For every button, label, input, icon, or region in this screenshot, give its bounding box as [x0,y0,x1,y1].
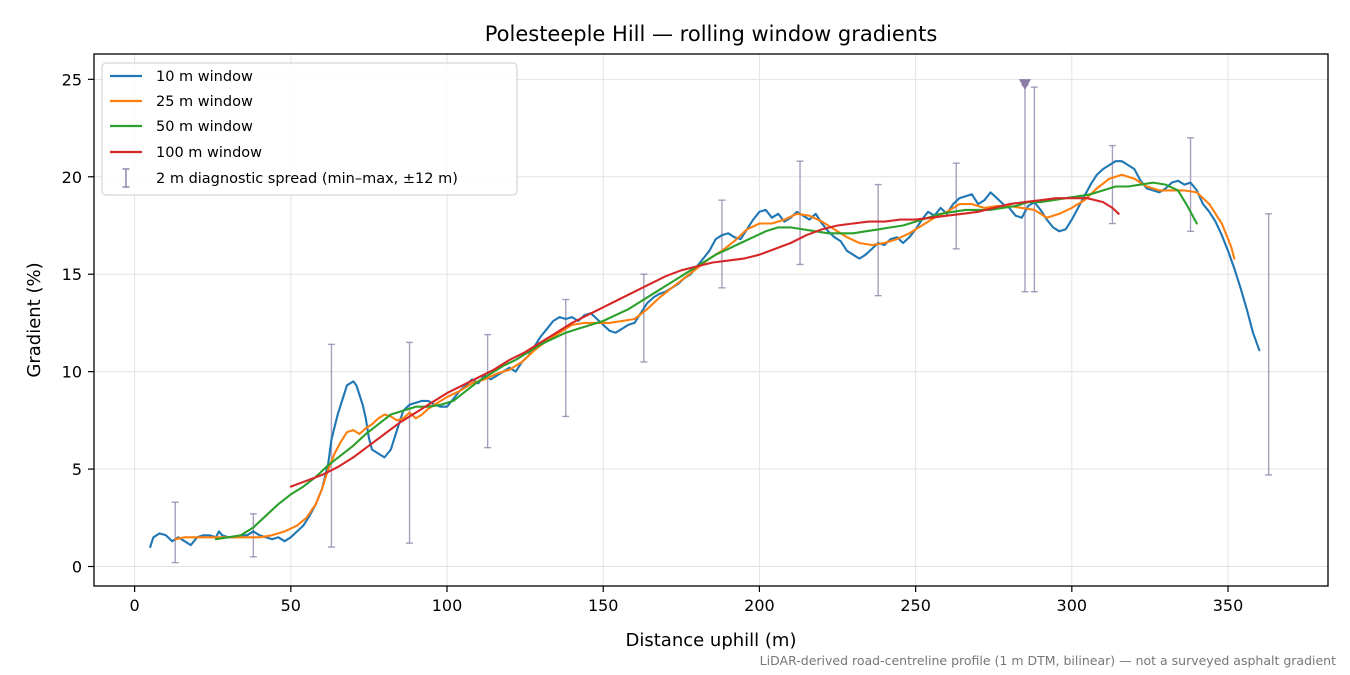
error-bar [1265,213,1273,476]
error-bars [171,79,1273,564]
x-tick-label: 200 [744,596,775,615]
error-bar [406,341,414,544]
y-tick-label: 15 [62,265,82,284]
legend-box [101,62,518,196]
x-tick-label: 100 [432,596,463,615]
x-tick-label: 150 [588,596,619,615]
y-tick-label: 25 [62,70,82,89]
clipped-marker [1018,79,1031,91]
plot-frame [93,53,1329,587]
x-tick-label: 300 [1057,596,1088,615]
series-line [174,173,1236,541]
series-line [214,181,1198,541]
y-axis-title: Gradient (%) [24,262,45,377]
series-line [289,197,1120,488]
x-tick-label: 0 [130,596,140,615]
error-bar [718,199,726,289]
error-bar [640,273,648,363]
error-bar [249,513,257,558]
axis-ticks: 0 50 100 150 200 250 300 350 0 5 10 15 20 25 [62,70,1244,615]
y-tick-label: 10 [62,363,82,382]
legend-label: 10 m window [156,69,253,85]
error-bar [1187,137,1195,233]
y-tick-label: 5 [72,460,82,479]
legend-label: 25 m window [156,94,253,110]
error-bar [1030,86,1038,293]
legend-label: 2 m diagnostic spread (min–max, ±12 m) [156,171,458,187]
legend-label: 50 m window [156,119,253,135]
legend: 10 m window 25 m window 50 m window 100 m w… [101,62,518,196]
error-bar [1108,144,1116,225]
y-tick-label: 20 [62,168,82,187]
chart-title: Polesteeple Hill — rolling window gradie… [485,22,938,46]
x-axis-title: Distance uphill (m) [626,630,797,651]
legend-label: 100 m window [156,145,262,161]
error-bar [874,183,882,297]
x-tick-label: 250 [900,596,931,615]
error-bar [171,501,179,564]
y-tick-label: 0 [72,558,82,577]
series-lines [149,160,1261,549]
x-tick-label: 50 [281,596,301,615]
error-bar [484,333,492,449]
x-tick-label: 350 [1213,596,1244,615]
footnote: LiDAR-derived road-centreline profile (1… [760,653,1336,668]
